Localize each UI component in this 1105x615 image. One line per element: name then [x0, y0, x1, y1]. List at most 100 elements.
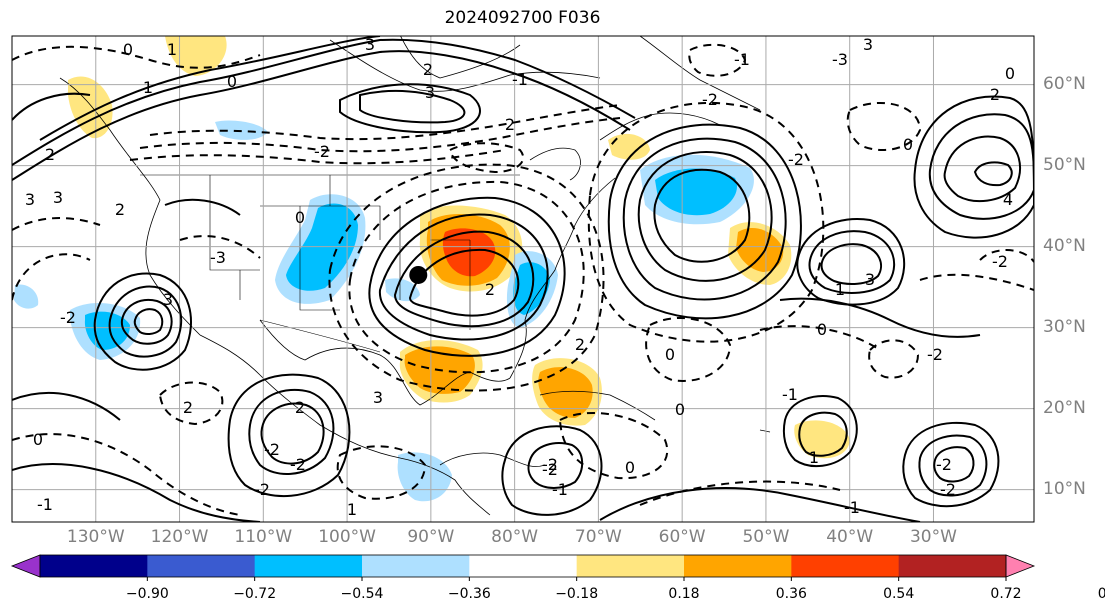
- map-frame: [11, 35, 1035, 523]
- contour-value-label: -1: [512, 70, 528, 89]
- contour-value-label: 0: [625, 458, 635, 477]
- negative-shade-region: [655, 168, 738, 216]
- contour-value-label: 0: [665, 345, 675, 364]
- contour-value-label: 1: [143, 78, 153, 97]
- contour-value-label: -2: [60, 308, 76, 327]
- map-title: 2024092700 F036: [444, 8, 601, 28]
- contour-value-label: -3: [210, 248, 226, 267]
- colorbar-tick-label: −0.36: [447, 586, 491, 602]
- contour-value-label: 2: [485, 280, 495, 299]
- contour-value-label: 3: [865, 270, 875, 289]
- contour-value-label: -1: [782, 385, 798, 404]
- longitude-tick-label: 60°W: [658, 527, 706, 547]
- contour-value-label: 3: [25, 190, 35, 209]
- contour-value-label: 0: [295, 208, 305, 227]
- contour-value-label: 0: [903, 135, 913, 154]
- colorbar-tick-label: −0.72: [233, 586, 277, 602]
- latitude-tick-label: 10°N: [1043, 478, 1086, 499]
- contour-value-label: -2: [264, 440, 280, 459]
- longitude-tick-label: 110°W: [234, 527, 293, 547]
- contour-value-label: 2: [45, 145, 55, 164]
- contour-value-label: 2: [505, 115, 515, 134]
- contour-value-label: 0: [817, 320, 827, 339]
- contour-value-label: 0: [227, 72, 237, 91]
- colorbar-segment: [684, 555, 792, 577]
- contour-lines: [12, 36, 1034, 522]
- latitude-tick-label: 30°N: [1043, 316, 1086, 337]
- contour-value-label: 1: [347, 500, 357, 519]
- longitude-tick-label: 80°W: [491, 527, 539, 547]
- contour-value-label: 2: [295, 398, 305, 417]
- contour-value-label: 3: [425, 83, 435, 102]
- contour-value-label: 0: [1005, 64, 1015, 83]
- colorbar-frame: [39, 554, 1007, 578]
- latitude-tick-label: 60°N: [1043, 73, 1086, 94]
- contour-value-label: -3: [832, 50, 848, 69]
- positive-shade-region: [442, 228, 496, 277]
- contour-value-label: -2: [702, 90, 718, 109]
- contour-value-label: -2: [936, 455, 952, 474]
- colorbar-extend-low: [10, 554, 41, 578]
- contour-value-label: 4: [1003, 190, 1013, 209]
- contour-value-label: -2: [940, 480, 956, 499]
- longitude-tick-label: 130°W: [66, 527, 125, 547]
- contour-value-label: 2: [115, 200, 125, 219]
- contour-value-label: -2: [254, 480, 270, 499]
- colorbar-segment: [469, 555, 578, 577]
- latitude-tick-label: 50°N: [1043, 154, 1086, 175]
- colorbar-segment: [898, 555, 1007, 577]
- latitude-tick-label: 20°N: [1043, 397, 1086, 418]
- contour-value-label: -2: [542, 455, 558, 474]
- contour-value-label: -2: [290, 455, 306, 474]
- contour-value-label: -2: [788, 150, 804, 169]
- coastlines: [59, 36, 771, 516]
- positive-shade-region: [538, 367, 593, 418]
- colorbar-segment: [791, 555, 900, 577]
- contour-value-label: 0: [675, 400, 685, 419]
- colorbar-tick-label: −0.18: [555, 586, 599, 602]
- positive-shade-region: [794, 420, 850, 459]
- longitude-tick-label: 90°W: [407, 527, 455, 547]
- colorbar-tick-label: 0.36: [775, 586, 807, 602]
- contour-value-label: -2: [314, 142, 330, 161]
- positive-shade-region: [608, 133, 650, 160]
- contour-value-label: 2: [183, 398, 193, 417]
- contour-value-label: 3: [863, 35, 873, 54]
- contour-value-label: -2: [927, 345, 943, 364]
- contour-value-label: -2: [542, 460, 558, 479]
- storm-center-marker: [409, 265, 428, 284]
- longitude-tick-label: 70°W: [574, 527, 622, 547]
- contour-value-label: 3: [373, 388, 383, 407]
- contour-value-label: 2: [990, 85, 1000, 104]
- longitude-tick-label: 100°W: [318, 527, 376, 547]
- contour-value-label: 3: [365, 35, 375, 54]
- colorbar: [10, 554, 1036, 581]
- longitude-tick-label: 120°W: [150, 527, 209, 547]
- longitude-tick-label: 50°W: [742, 527, 790, 547]
- contour-value-label: -1: [734, 50, 750, 69]
- contour-value-label: -1: [37, 495, 53, 514]
- contour-value-label: 1: [835, 280, 845, 299]
- negative-shade-region: [397, 452, 452, 502]
- contour-value-label: 2: [423, 60, 433, 79]
- longitude-tick-label: 40°W: [826, 527, 874, 547]
- longitude-tick-label: 30°W: [909, 527, 957, 547]
- colorbar-segment: [362, 555, 470, 577]
- colorbar-tick-label: −0.90: [125, 586, 169, 602]
- contour-value-label: 1: [809, 448, 819, 467]
- colorbar-tick-label: 0.72: [990, 586, 1022, 602]
- colorbar-tick-label: 0.90: [1097, 586, 1105, 602]
- contour-value-label: 0: [123, 40, 133, 59]
- contour-value-label: 3: [163, 290, 173, 309]
- positive-shade-region: [68, 76, 113, 139]
- positive-shade-region: [736, 227, 784, 272]
- political-borders: [140, 174, 520, 353]
- negative-shade-region: [14, 284, 39, 309]
- latitude-tick-label: 40°N: [1043, 235, 1086, 256]
- colorbar-extend-high: [1005, 554, 1036, 578]
- colorbar-segment: [40, 555, 148, 577]
- colorbar-tick-label: 0.54: [883, 586, 915, 602]
- contour-value-label: 2: [575, 335, 585, 354]
- negative-shade-region: [286, 203, 358, 291]
